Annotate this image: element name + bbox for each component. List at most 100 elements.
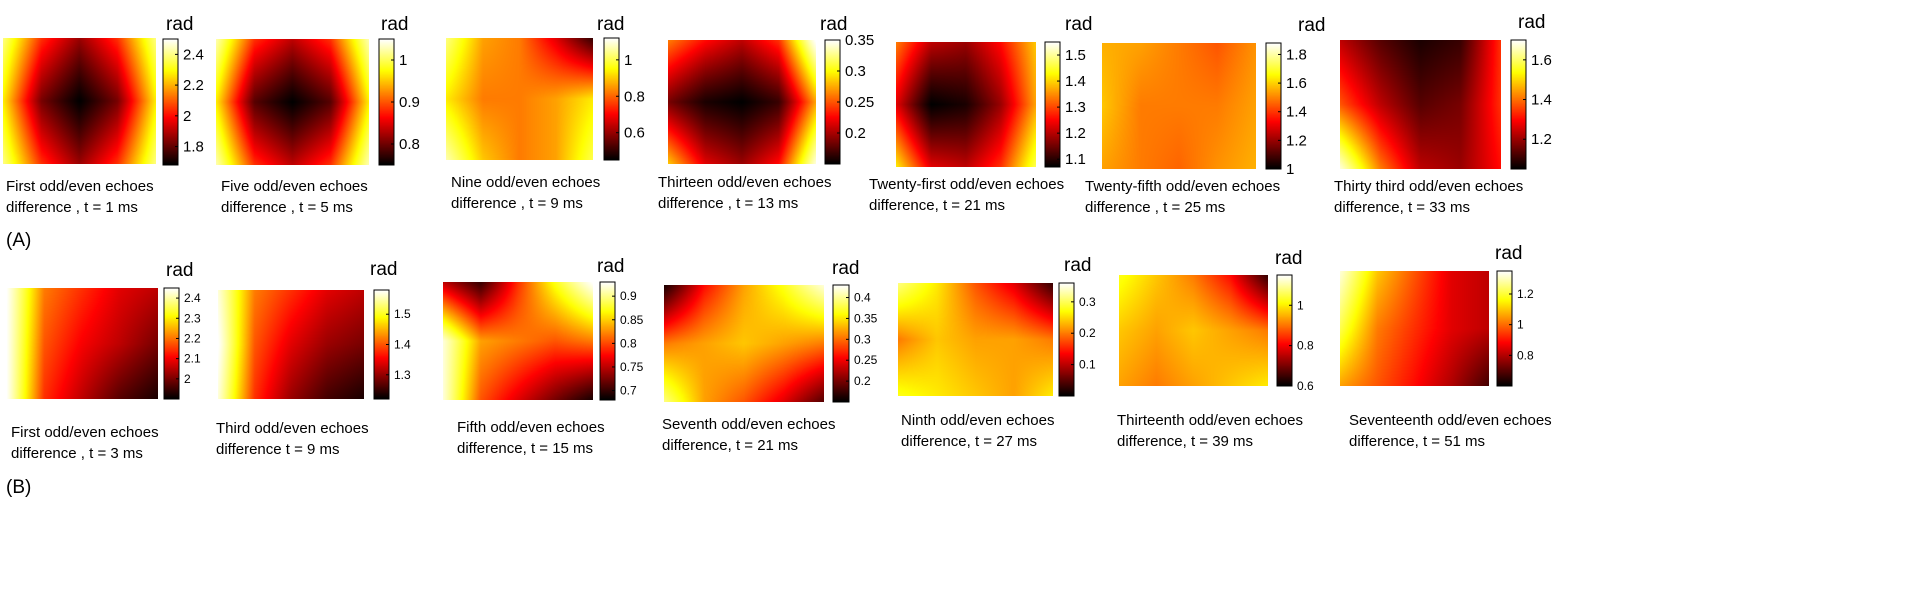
heatmap-panel: 0.8 1 1.2 rad Seventeenth odd/even echoes dif… bbox=[1340, 243, 1552, 450]
heatmap-panel: 0.7 0.75 0.8 0.85 0.9 rad Fifth odd/even echoe… bbox=[443, 256, 644, 457]
colorbar-gradient bbox=[1277, 275, 1292, 386]
colorbar-tick-label: 0.3 bbox=[1079, 295, 1096, 309]
colorbar-tick-label: 1.3 bbox=[394, 368, 411, 382]
colorbar-gradient bbox=[604, 38, 619, 160]
colorbar-frame bbox=[599, 281, 616, 401]
colorbar-tick-label: 2.2 bbox=[183, 77, 204, 94]
colorbar-tick-label: 0.9 bbox=[399, 94, 420, 111]
colorbar-tick-label: 1.6 bbox=[1531, 52, 1552, 69]
heatmap-image bbox=[664, 285, 824, 402]
heatmap-image bbox=[6, 288, 158, 399]
colorbar-tick-label: 2.4 bbox=[183, 46, 204, 63]
colorbar-tick-label: 0.25 bbox=[845, 94, 874, 111]
panel-caption-line: Third odd/even echoes bbox=[216, 420, 369, 437]
colorbar-tick-label: 1.8 bbox=[183, 139, 204, 156]
panel-caption-line: First odd/even echoes bbox=[11, 424, 159, 441]
heatmap-panel: 0.2 0.25 0.3 0.35 0.4 rad Seventh odd/even ech… bbox=[662, 258, 878, 454]
heatmap-image bbox=[1119, 275, 1268, 386]
colorbar-unit-label: rad bbox=[1275, 248, 1302, 269]
colorbar-frame bbox=[162, 38, 179, 166]
panel-caption-line: difference , t = 13 ms bbox=[658, 195, 798, 212]
colorbar-unit-label: rad bbox=[1298, 15, 1325, 36]
panel-caption-line: Five odd/even echoes bbox=[221, 178, 368, 195]
colorbar-tick-label: 1.8 bbox=[1286, 46, 1307, 63]
colorbar-tick-label: 1.2 bbox=[1065, 125, 1086, 142]
colorbar-tick-label: 0.8 bbox=[620, 336, 637, 350]
panel-caption-line: difference , t = 1 ms bbox=[6, 199, 138, 216]
colorbar-tick-label: 1.4 bbox=[1531, 92, 1552, 109]
colorbar-tick-label: 0.2 bbox=[845, 125, 866, 142]
panel-caption-line: difference, t = 33 ms bbox=[1334, 199, 1470, 216]
colorbar-frame bbox=[1276, 274, 1293, 387]
colorbar-tick-label: 0.8 bbox=[399, 136, 420, 153]
heatmap-image bbox=[898, 283, 1053, 396]
colorbar-gradient bbox=[825, 40, 840, 164]
colorbar-gradient bbox=[1497, 271, 1512, 386]
colorbar-frame bbox=[603, 37, 620, 161]
colorbar-gradient bbox=[164, 288, 179, 399]
colorbar-frame bbox=[1510, 39, 1527, 170]
panel-caption-line: Ninth odd/even echoes bbox=[901, 412, 1054, 429]
panel-caption-line: difference , t = 3 ms bbox=[11, 445, 143, 462]
colorbar-unit-label: rad bbox=[381, 14, 408, 35]
panel-caption-line: difference, t = 15 ms bbox=[457, 440, 593, 457]
heatmap-panel: 0.8 0.9 1 rad Five odd/even echoes difference… bbox=[216, 14, 420, 216]
colorbar-gradient bbox=[374, 290, 389, 399]
colorbar-tick-label: 2.2 bbox=[184, 331, 201, 345]
colorbar-unit-label: rad bbox=[1518, 12, 1545, 33]
panel-caption-line: Thirty third odd/even echoes bbox=[1334, 178, 1523, 195]
panel-caption-line: difference, t = 21 ms bbox=[869, 197, 1005, 214]
panel-caption-line: difference , t = 5 ms bbox=[221, 199, 353, 216]
heatmap-image bbox=[668, 40, 816, 164]
colorbar-unit-label: rad bbox=[1495, 243, 1522, 264]
panel-caption-line: difference, t = 27 ms bbox=[901, 433, 1037, 450]
colorbar-tick-label: 2.3 bbox=[184, 311, 201, 325]
colorbar-tick-label: 1.2 bbox=[1531, 131, 1552, 148]
heatmap-panel: 2 2.1 2.2 2.3 2.4 rad First odd/even echoes dif… bbox=[6, 260, 201, 462]
colorbar-unit-label: rad bbox=[832, 258, 859, 279]
panel-caption-line: difference, t = 39 ms bbox=[1117, 433, 1253, 450]
colorbar-tick-label: 0.2 bbox=[854, 374, 871, 388]
colorbar-tick-label: 0.3 bbox=[854, 332, 871, 346]
heatmap-panel: 0.6 0.8 1 rad Thirteenth odd/even echoes diff… bbox=[1117, 248, 1314, 450]
colorbar-gradient bbox=[1059, 283, 1074, 396]
heatmap-image bbox=[1340, 271, 1489, 386]
colorbar-gradient bbox=[833, 285, 849, 402]
colorbar-tick-label: 0.6 bbox=[624, 125, 645, 142]
colorbar-tick-label: 0.35 bbox=[854, 311, 878, 325]
colorbar-frame bbox=[832, 284, 850, 403]
colorbar-tick-label: 0.2 bbox=[1079, 326, 1096, 340]
colorbar-frame bbox=[1044, 41, 1061, 168]
colorbar-tick-label: 0.8 bbox=[1297, 339, 1314, 353]
heatmap-image bbox=[1102, 43, 1256, 169]
colorbar-tick-label: 0.1 bbox=[1079, 358, 1096, 372]
panel-caption-line: Seventeenth odd/even echoes bbox=[1349, 412, 1552, 429]
panel-caption-line: Thirteenth odd/even echoes bbox=[1117, 412, 1303, 429]
heatmap-image bbox=[218, 290, 364, 399]
row-label-b: (B) bbox=[6, 477, 31, 498]
panel-caption-line: difference, t = 21 ms bbox=[662, 437, 798, 454]
colorbar-gradient bbox=[1045, 42, 1060, 167]
colorbar-tick-label: 0.4 bbox=[854, 291, 871, 305]
colorbar-unit-label: rad bbox=[1065, 14, 1092, 35]
colorbar-gradient bbox=[1266, 43, 1281, 169]
heatmap-image bbox=[446, 38, 593, 160]
panel-caption-line: difference , t = 9 ms bbox=[451, 195, 583, 212]
colorbar-tick-label: 1 bbox=[399, 52, 407, 69]
colorbar-tick-label: 0.3 bbox=[845, 63, 866, 80]
colorbar-tick-label: 1.4 bbox=[394, 338, 411, 352]
heatmap-panel: 1.1 1.2 1.3 1.4 1.5 rad Twenty-first odd/even … bbox=[869, 14, 1092, 214]
heatmap-image bbox=[896, 42, 1036, 167]
colorbar-frame bbox=[163, 287, 180, 400]
colorbar-tick-label: 1.4 bbox=[1065, 73, 1086, 90]
colorbar-tick-label: 0.35 bbox=[845, 32, 874, 49]
colorbar-tick-label: 0.85 bbox=[620, 313, 644, 327]
colorbar-tick-label: 2.4 bbox=[184, 291, 201, 305]
row-label-a: (A) bbox=[6, 230, 31, 251]
colorbar-unit-label: rad bbox=[1064, 255, 1091, 276]
heatmap-image bbox=[1340, 40, 1501, 169]
colorbar-unit-label: rad bbox=[820, 14, 847, 35]
colorbar-unit-label: rad bbox=[370, 259, 397, 280]
